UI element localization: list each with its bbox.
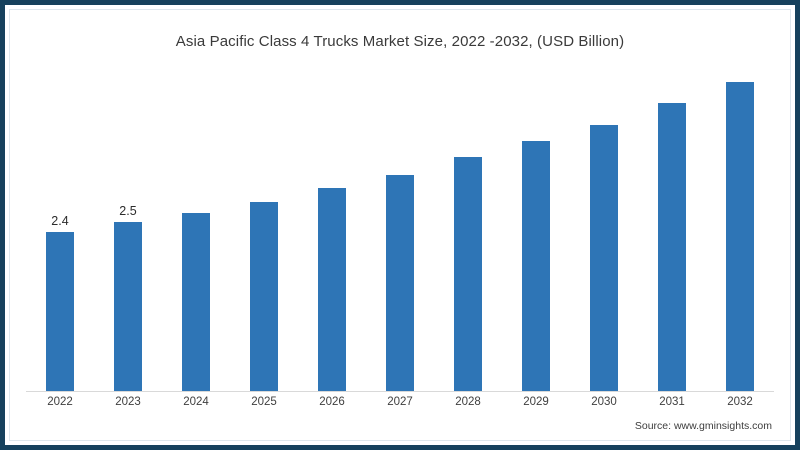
x-tick-2027: 2027: [387, 396, 413, 408]
x-tick-2025: 2025: [251, 396, 277, 408]
bar-2030: [590, 125, 618, 391]
bar-2026: [318, 188, 346, 391]
bar-slot: 2.5: [94, 60, 162, 391]
bar-2029: [522, 141, 550, 391]
bar-slot: [570, 60, 638, 391]
source-note: Source: www.gminsights.com: [634, 420, 772, 432]
x-tick-2031: 2031: [659, 396, 685, 408]
plot-area: 2.4 2.5: [26, 60, 774, 392]
x-tick-2024: 2024: [183, 396, 209, 408]
x-tick-2023: 2023: [115, 396, 141, 408]
bar-slot: [230, 60, 298, 391]
x-axis-line: [26, 391, 774, 392]
bar-value-label: 2.4: [51, 214, 69, 228]
bar-slot: [298, 60, 366, 391]
chart-title: Asia Pacific Class 4 Trucks Market Size,…: [175, 33, 625, 50]
bar-2024: [182, 213, 210, 391]
bar-2023: [114, 222, 142, 391]
bar-value-label: 2.5: [119, 204, 137, 218]
bar-slot: [162, 60, 230, 391]
x-tick-2029: 2029: [523, 396, 549, 408]
bar-2025: [250, 202, 278, 391]
bar-2028: [454, 157, 482, 391]
x-axis-tick-labels: 2022 2023 2024 2025 2026 2027 2028 2029 2030 2031…: [26, 396, 774, 408]
bar-slot: 2.4: [26, 60, 94, 391]
x-tick-2030: 2030: [591, 396, 617, 408]
bar-slot: [502, 60, 570, 391]
x-tick-2026: 2026: [319, 396, 345, 408]
bar-2032: [726, 82, 754, 391]
x-tick-2028: 2028: [455, 396, 481, 408]
bar-slot: [434, 60, 502, 391]
bar-series: 2.4 2.5: [26, 60, 774, 391]
bar-2022: [46, 232, 74, 391]
bar-slot: [366, 60, 434, 391]
bar-slot: [706, 60, 774, 391]
bar-2031: [658, 103, 686, 391]
bar-slot: [638, 60, 706, 391]
x-tick-2032: 2032: [727, 396, 753, 408]
x-tick-2022: 2022: [47, 396, 73, 408]
bar-2027: [386, 175, 414, 391]
